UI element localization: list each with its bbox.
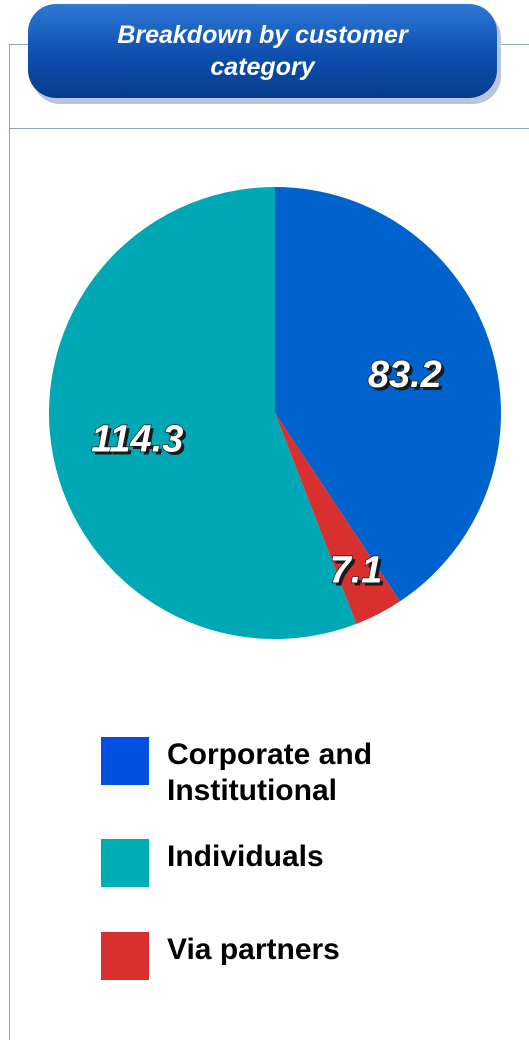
legend-item: Corporate and Institutional bbox=[101, 737, 467, 809]
pie-slices bbox=[49, 187, 501, 639]
frame-header-underline bbox=[9, 128, 529, 129]
legend-label: Via partners bbox=[167, 933, 340, 966]
legend-swatch bbox=[101, 932, 149, 980]
pie-slice bbox=[49, 187, 357, 639]
data-label-shadow: 83.2 bbox=[371, 357, 445, 399]
header-banner: Breakdown by customer category bbox=[28, 4, 497, 98]
pie-slice bbox=[275, 187, 501, 602]
legend-item: Individuals bbox=[101, 839, 467, 887]
data-label-shadow: 114.3 bbox=[94, 422, 186, 464]
page-title: Breakdown by customer category bbox=[117, 21, 408, 81]
legend-swatch bbox=[101, 737, 149, 785]
legend-label: Corporate and Institutional bbox=[167, 738, 373, 807]
frame-left-line bbox=[9, 44, 10, 1040]
pie-slice bbox=[275, 413, 401, 624]
data-label-shadow: 7.1 bbox=[333, 553, 386, 595]
data-label: 114.3 bbox=[91, 419, 183, 461]
data-label: 83.2 bbox=[368, 354, 442, 396]
legend-label: Individuals bbox=[167, 840, 324, 873]
legend-item: Via partners bbox=[101, 932, 467, 980]
data-label: 7.1 bbox=[330, 550, 383, 592]
legend-swatch bbox=[101, 839, 149, 887]
